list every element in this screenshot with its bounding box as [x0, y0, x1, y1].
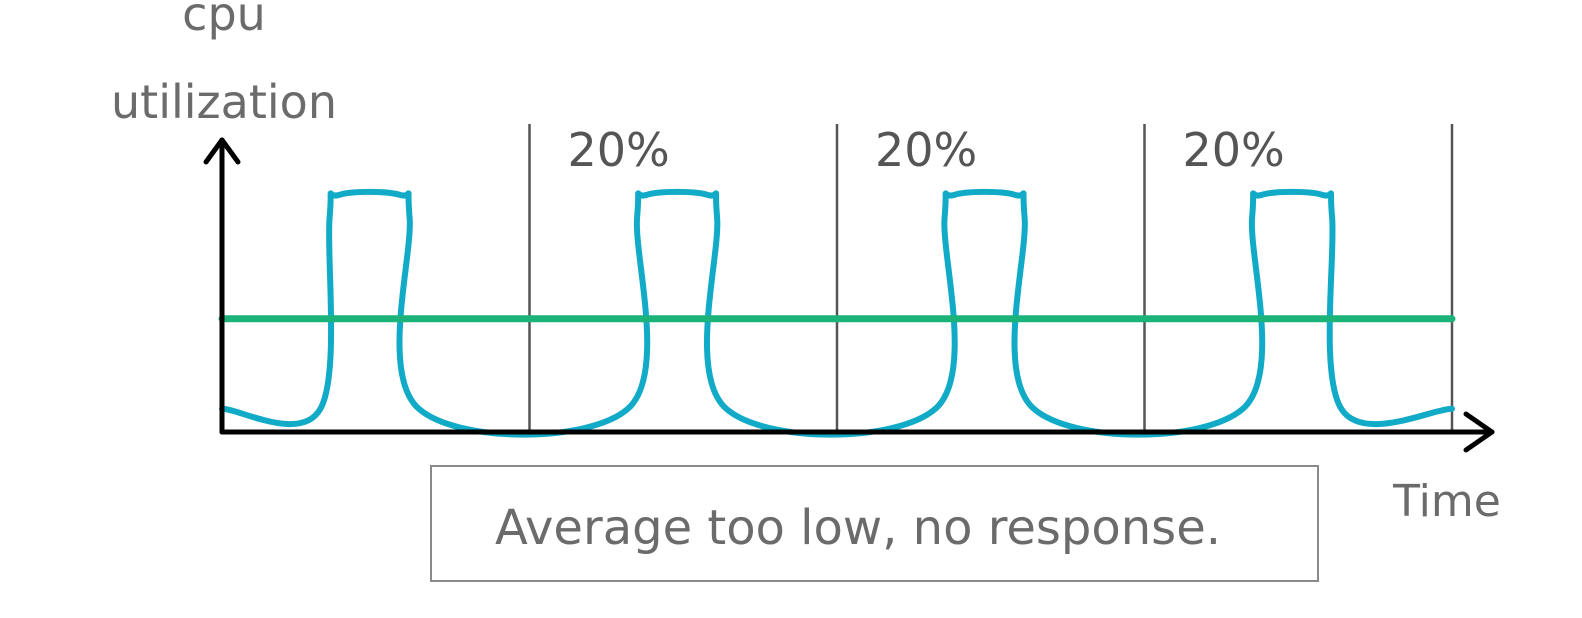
annotation-box: Average too low, no response. [430, 465, 1319, 582]
annotation-frame [430, 465, 1319, 582]
y-axis-arrowhead [203, 137, 241, 165]
x-axis-arrowhead [1463, 411, 1495, 453]
axes-group [203, 137, 1495, 453]
period-dividers [528, 124, 1454, 432]
period-labels: 20% 20% 20% [568, 123, 1285, 177]
labels-group: cpu utilization Time [111, 0, 1501, 527]
period-label: 20% [1183, 123, 1285, 177]
series-group [218, 188, 1456, 438]
period-label: 20% [875, 123, 977, 177]
annotation-text: Average too low, no response. [495, 500, 1221, 556]
y-axis-label-line-2: utilization [111, 75, 337, 129]
y-axis-label-line-1: cpu [182, 0, 266, 41]
utilization-line [219, 188, 1455, 438]
x-axis-label: Time [1392, 476, 1501, 527]
period-label: 20% [568, 123, 670, 177]
